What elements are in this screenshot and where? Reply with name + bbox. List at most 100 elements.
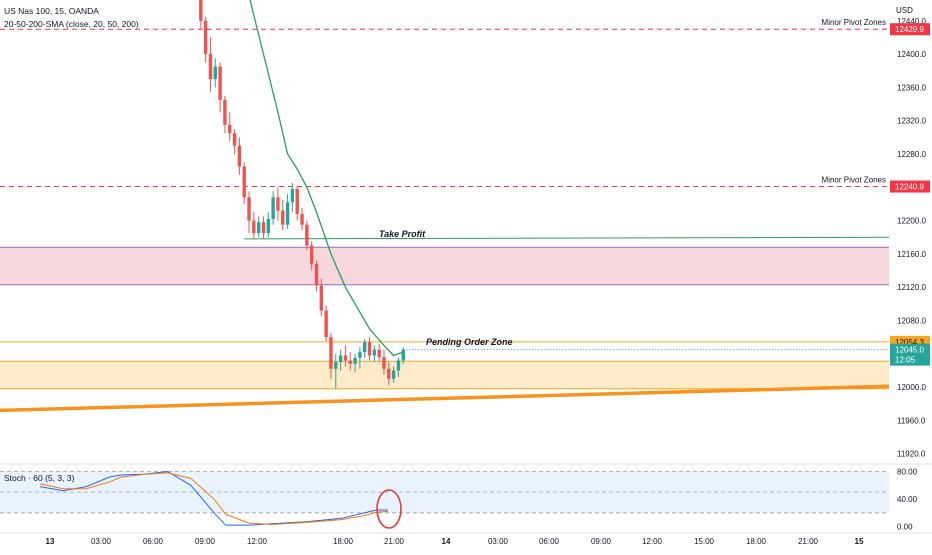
candle-body xyxy=(199,0,203,21)
candle-body xyxy=(252,220,256,234)
candle-body xyxy=(353,357,357,364)
price-tick-label: 11920.0 xyxy=(897,450,926,459)
support-trendline xyxy=(0,384,890,413)
time-tick-label: 21:00 xyxy=(384,537,405,546)
pivot-label: Minor Pivot Zones xyxy=(822,18,886,27)
candle-body xyxy=(218,66,222,100)
candle-body xyxy=(213,66,217,80)
candle-body xyxy=(223,99,227,125)
time-axis[interactable]: 13 03:00 06:00 09:00 12:00 18:00 21:00 14 03:00 0… xyxy=(0,532,932,546)
take-profit-label: Take Profit xyxy=(379,229,426,239)
candle-body xyxy=(208,54,213,80)
candle-body xyxy=(242,166,246,198)
candle-body xyxy=(382,357,386,369)
candle-body xyxy=(237,145,242,167)
pivot-price-text: 12429.9 xyxy=(895,25,924,34)
candle-body xyxy=(372,349,377,356)
candle-body xyxy=(305,224,309,246)
time-tick-label: 13 xyxy=(46,537,55,546)
candle-body xyxy=(295,188,299,214)
time-tick-label: 12:00 xyxy=(247,537,268,546)
time-tick-label: 14 xyxy=(442,537,451,546)
zone-price-text: 12054.3 xyxy=(895,338,924,347)
take-profit-line xyxy=(244,236,890,240)
sma-layer xyxy=(249,0,404,357)
candle-body xyxy=(266,218,270,234)
candle-body xyxy=(329,337,333,369)
candle-body xyxy=(203,20,208,55)
candle-body xyxy=(228,124,232,134)
price-tick-label: 12160.0 xyxy=(897,250,926,259)
price-tick-label: 12400.0 xyxy=(897,50,926,59)
time-tick-label: 03:00 xyxy=(91,537,112,546)
candle-body xyxy=(396,360,401,371)
candle-body xyxy=(401,349,405,361)
time-tick-label: 15 xyxy=(855,537,864,546)
price-tick-label: 12120.0 xyxy=(897,283,926,292)
pending-order-zone xyxy=(0,361,889,389)
stoch-tick-label: 0.00 xyxy=(897,523,913,532)
indicator-legend: 20-50-200-SMA (close, 20, 50, 200) xyxy=(4,19,139,29)
candle-body xyxy=(309,245,314,264)
time-tick-label: 09:00 xyxy=(195,537,216,546)
time-tick-label: 15:00 xyxy=(694,537,715,546)
candle-body xyxy=(314,263,319,286)
stoch-tick-label: 80.00 xyxy=(897,468,918,477)
price-axis[interactable]: USD 11920.011960.012000.012040.012080.01… xyxy=(896,6,926,459)
candle-body xyxy=(256,222,261,234)
currency-label: USD xyxy=(896,6,913,15)
candle-body xyxy=(271,197,275,219)
pivot-price-tag xyxy=(890,23,930,36)
time-tick-label: 18:00 xyxy=(333,537,354,546)
pending-order-zone-label: Pending Order Zone xyxy=(426,337,513,347)
highlight-circle xyxy=(376,489,402,529)
trendline-layer xyxy=(0,236,890,413)
candle-body xyxy=(334,362,338,369)
candle-body xyxy=(363,342,367,353)
price-tick-label: 12000.0 xyxy=(897,383,926,392)
symbol-title: US Nas 100, 15, OANDA xyxy=(4,6,99,16)
candle-body xyxy=(261,222,266,234)
candle-body xyxy=(319,285,324,311)
time-tick-label: 06:00 xyxy=(539,537,560,546)
price-tick-label: 12080.0 xyxy=(897,316,926,325)
candle-body xyxy=(276,197,280,211)
stoch-pane[interactable]: 0.00 40.00 80.00 Stoch · 60 (5, 3, 3) xyxy=(0,463,932,532)
candle-body xyxy=(290,188,295,203)
price-tick-label: 12280.0 xyxy=(897,150,926,159)
candle-body xyxy=(391,370,396,379)
candle-body xyxy=(285,202,290,225)
candle-body xyxy=(338,355,343,363)
stoch-legend: Stoch · 60 (5, 3, 3) xyxy=(4,473,75,483)
time-tick-label: 18:00 xyxy=(746,537,767,546)
candle-body xyxy=(343,355,348,361)
time-tick-label: 09:00 xyxy=(591,537,612,546)
sma-line xyxy=(249,0,404,357)
annotations-layer: Take Profit Pending Order Zone xyxy=(379,229,513,347)
candle-body xyxy=(358,352,362,358)
price-tick-label: 12320.0 xyxy=(897,117,926,126)
price-tick-label: 12360.0 xyxy=(897,83,926,92)
pivot-label: Minor Pivot Zones xyxy=(822,176,886,185)
chart-header: US Nas 100, 15, OANDA 20-50-200-SMA (clo… xyxy=(4,6,139,29)
time-tick-label: 06:00 xyxy=(143,537,164,546)
candle-body xyxy=(232,133,237,146)
candle-body xyxy=(324,310,328,338)
price-tick-label: 12200.0 xyxy=(897,217,926,226)
stoch-d-line xyxy=(39,472,389,525)
take-profit-zone xyxy=(0,247,889,285)
stoch-tick-label: 40.00 xyxy=(897,495,918,504)
pivot-price-tag xyxy=(890,180,930,193)
time-tick-label: 03:00 xyxy=(488,537,509,546)
time-tick-label: 12:00 xyxy=(642,537,663,546)
pivot-price-text: 12240.9 xyxy=(895,183,924,192)
candle-body xyxy=(247,197,251,221)
candle-body xyxy=(377,349,381,358)
time-tick-label: 21:00 xyxy=(798,537,819,546)
price-tick-label: 12440.0 xyxy=(897,17,926,26)
current-price-text: 12045.0 xyxy=(895,346,924,355)
candle-body xyxy=(281,210,285,225)
